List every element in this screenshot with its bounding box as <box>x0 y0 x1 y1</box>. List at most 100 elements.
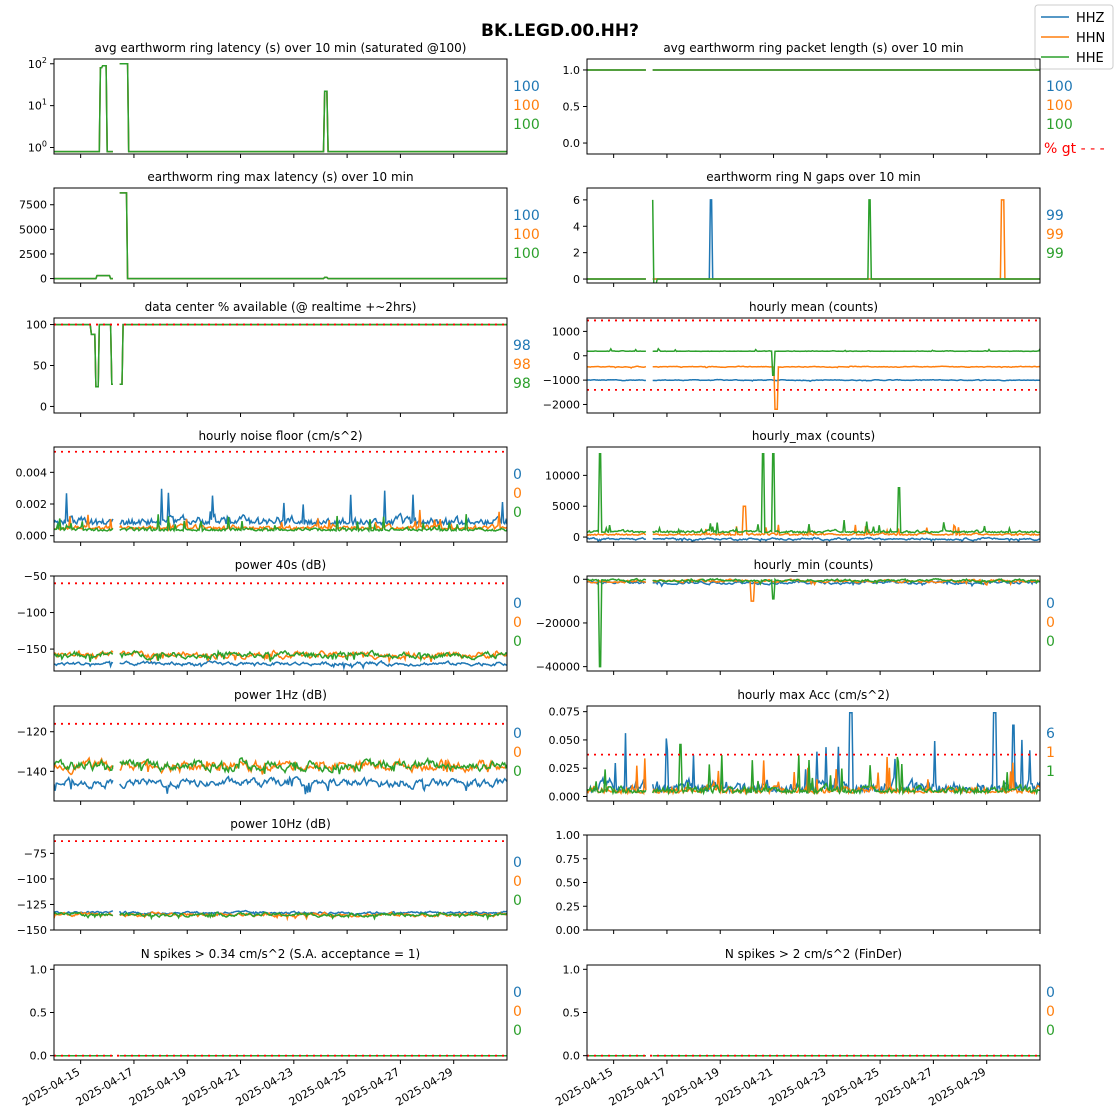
y-tick-label: 0.002 <box>16 498 48 511</box>
panel-title: data center % available (@ realtime +~2h… <box>145 300 417 314</box>
y-tick-label: 0 <box>573 350 580 363</box>
series-hhn-line <box>54 756 114 776</box>
y-tick-label: 7500 <box>19 199 47 212</box>
x-tick-label: 2025-04-25 <box>820 1065 882 1108</box>
stat-hhz: 0 <box>1046 596 1055 612</box>
y-tick-label: 5000 <box>19 223 47 236</box>
x-tick-label: 2025-04-21 <box>713 1065 775 1108</box>
stat-hhz: 0 <box>513 726 522 742</box>
stat-hhz: 100 <box>1046 79 1073 95</box>
stat-hhe: 98 <box>513 376 531 392</box>
panel-10: hourly_min (counts) −40000 −20000 0 0 0 0 <box>536 558 1055 675</box>
stat-hhz: 0 <box>513 596 522 612</box>
x-tick-label: 2025-04-17 <box>607 1065 669 1108</box>
series-hhz-line <box>54 660 114 669</box>
y-tick-label: 0.5 <box>563 1007 581 1020</box>
series-hhn-line <box>652 505 1040 537</box>
stat-hhz: 100 <box>513 79 540 95</box>
stat-hhn: 0 <box>1046 1004 1055 1020</box>
y-tick-label: 5000 <box>552 500 580 513</box>
plot-area <box>54 63 507 153</box>
panel-title: hourly noise floor (cm/s^2) <box>198 429 362 443</box>
panel-4: earthworm ring N gaps over 10 min 0 2 4 6 99 9… <box>573 170 1064 287</box>
series-hhe-line <box>119 756 507 775</box>
y-tick-label: 0.0 <box>563 1050 581 1063</box>
y-tick-label: 0 <box>40 400 47 413</box>
y-tick-label: 0.050 <box>549 734 581 747</box>
plot-area <box>54 722 507 795</box>
stat-hhn: 100 <box>1046 98 1073 114</box>
series-hhn-line <box>587 531 647 537</box>
y-tick-label: 101 <box>28 98 47 113</box>
series-hhn-line <box>119 757 507 775</box>
stat-hhe: 0 <box>513 1023 522 1039</box>
series-hhe-line <box>54 518 114 532</box>
series-hhe-line <box>119 323 507 386</box>
stat-hhe: 0 <box>513 505 522 521</box>
stat-hhe: 1 <box>1046 764 1055 780</box>
series-hhz-line <box>54 776 114 791</box>
series-hhn-line <box>54 64 113 153</box>
y-tick-label: 50 <box>33 360 47 373</box>
y-tick-label: −75 <box>24 847 47 860</box>
panel-title: N spikes > 2 cm/s^2 (FinDer) <box>725 947 902 961</box>
series-hhe-line <box>652 347 1040 376</box>
y-tick-label: −100 <box>17 873 47 886</box>
panel-13: power 10Hz (dB) −150 −125 −100 −75 0 0 0 <box>17 817 522 937</box>
y-tick-exponent: 2 <box>42 56 47 65</box>
axes-frame <box>586 705 1041 802</box>
series-hhe-line <box>119 192 507 280</box>
stat-hhe: 100 <box>513 246 540 262</box>
panel-title: hourly_min (counts) <box>754 558 874 572</box>
stat-hhe: 0 <box>1046 634 1055 650</box>
panel-12: hourly max Acc (cm/s^2) 0.000 0.025 0.050 0.… <box>549 688 1055 805</box>
axes-frame <box>586 834 1041 931</box>
series-hhe-line <box>651 199 1040 283</box>
series-hhz-line <box>54 64 113 153</box>
y-tick-label: 0.0 <box>563 137 581 150</box>
axes-frame <box>586 58 1041 155</box>
stat-hhz: 100 <box>513 208 540 224</box>
panel-title: hourly_max (counts) <box>752 429 875 443</box>
plot-area <box>587 319 1040 411</box>
axes-frame <box>586 964 1041 1061</box>
axes-frame <box>586 575 1041 672</box>
y-tick-label: 2 <box>573 247 580 260</box>
panel-1: avg earthworm ring latency (s) over 10 m… <box>28 41 540 158</box>
x-tick-label: 2025-04-21 <box>180 1065 242 1108</box>
plot-area <box>54 192 507 280</box>
panel-11: power 1Hz (dB) −140 −120 0 0 0 <box>17 688 522 805</box>
series-hhz-line <box>54 323 113 388</box>
stat-hhe: 100 <box>513 117 540 133</box>
y-tick-label: 0.0 <box>30 1050 48 1063</box>
stat-hhz: 0 <box>1046 985 1055 1001</box>
y-tick-label: −140 <box>17 765 47 778</box>
axes-frame <box>53 575 508 672</box>
y-tick-label: 1.00 <box>556 829 581 842</box>
plot-area <box>587 199 1040 283</box>
y-tick-label: 4 <box>573 220 580 233</box>
stat-hhz: 99 <box>1046 208 1064 224</box>
series-hhz-line <box>587 379 646 382</box>
axes-frame <box>53 705 508 802</box>
panel-3: earthworm ring max latency (s) over 10 m… <box>19 170 540 287</box>
y-tick-label: −120 <box>17 726 47 739</box>
series-hhz-line <box>119 775 507 795</box>
series-hhn-line <box>587 578 647 584</box>
x-tick-label: 2025-04-27 <box>340 1065 402 1108</box>
y-tick-label: 0 <box>573 273 580 286</box>
y-tick-label: 1.0 <box>30 963 48 976</box>
y-tick-label: 0 <box>573 531 580 544</box>
x-tick-label: 2025-04-25 <box>287 1065 349 1108</box>
stat-hhn: 0 <box>513 745 522 761</box>
y-tick-label: 1.0 <box>563 963 581 976</box>
panel-2: avg earthworm ring packet length (s) ove… <box>563 41 1105 158</box>
y-tick-label: 0.000 <box>16 530 48 543</box>
panel-title: hourly mean (counts) <box>749 300 878 314</box>
panel-6: hourly mean (counts) −2000 −1000 0 1000 <box>543 300 1041 417</box>
panel-title: power 10Hz (dB) <box>230 817 331 831</box>
y-tick-label: 0.000 <box>549 790 581 803</box>
plot-area <box>54 840 507 922</box>
plot-area <box>54 450 507 533</box>
stat-hhe: 0 <box>513 893 522 909</box>
